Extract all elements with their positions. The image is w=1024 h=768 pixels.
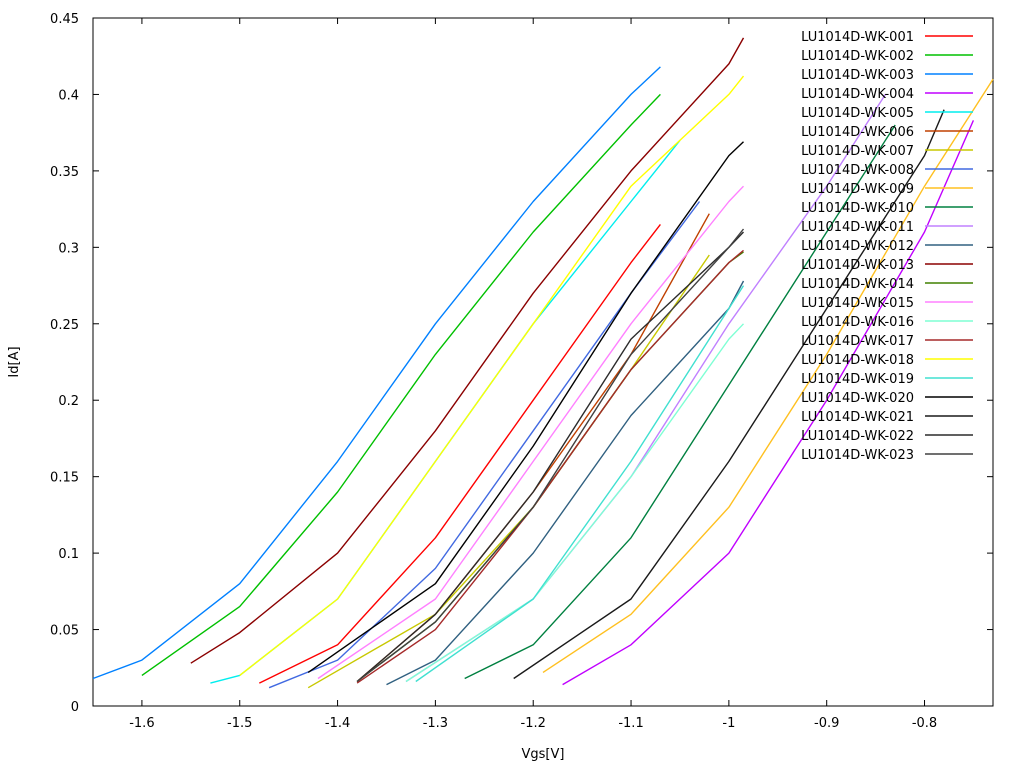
x-tick-label: -0.9 [814,716,839,731]
x-axis-label: Vgs[V] [522,747,565,762]
y-axis-label: Id[A] [7,346,22,377]
legend-label: LU1014D-WK-021 [801,410,914,425]
legend-label: LU1014D-WK-007 [801,144,914,159]
series-line-lu1014d-wk-021 [513,109,945,680]
legend-label: LU1014D-WK-009 [801,182,914,197]
legend-label: LU1014D-WK-006 [801,125,914,140]
plot-frame [92,17,994,707]
legend-label: LU1014D-WK-016 [801,315,914,330]
series-line-lu1014d-wk-003 [92,66,661,680]
y-tick-label: 0.4 [58,88,79,103]
x-tick-label: -0.8 [912,716,937,731]
legend-label: LU1014D-WK-022 [801,429,914,444]
legend: LU1014D-WK-001 LU1014D-WK-002 LU1014D-WK-0… [801,30,973,463]
series-line-lu1014d-wk-017 [356,249,744,684]
legend-label: LU1014D-WK-005 [801,106,914,121]
series-line-lu1014d-wk-018 [239,75,745,676]
series-line-lu1014d-wk-023 [356,228,745,683]
series-line-lu1014d-wk-015 [317,185,745,680]
legend-label: LU1014D-WK-013 [801,258,914,273]
x-axis-ticks: -1.6 -1.5 -1.4 -1.3 -1.2 -1.1 -1 -0.9 -0.8 [129,18,937,731]
series-line-lu1014d-wk-006 [356,213,710,683]
x-tick-label: -1.1 [618,716,643,731]
series-line-lu1014d-wk-014 [356,251,744,683]
y-tick-label: 0.35 [50,165,79,180]
legend-label: LU1014D-WK-015 [801,296,914,311]
legend-label: LU1014D-WK-003 [801,68,914,83]
series-line-lu1014d-wk-002 [141,93,661,676]
series-line-lu1014d-wk-008 [268,201,701,689]
y-tick-label: 0.45 [50,12,79,27]
y-tick-label: 0.25 [50,318,79,333]
series-line-lu1014d-wk-009 [542,78,994,673]
y-axis-ticks: 0 0.05 0.1 0.15 0.2 0.25 0.3 0.35 0.4 0.45 [50,12,993,715]
series-line-lu1014d-wk-007 [307,254,710,689]
series-line-lu1014d-wk-016 [405,323,745,683]
series-line-lu1014d-wk-010 [464,124,896,680]
legend-label: LU1014D-WK-002 [801,49,914,64]
x-tick-label: -1.2 [521,716,546,731]
series-line-lu1014d-wk-020 [307,141,744,673]
series-line-lu1014d-wk-001 [258,223,661,684]
y-tick-label: 0 [71,700,79,715]
series-layer [92,37,994,689]
x-tick-label: -1.3 [423,716,448,731]
x-tick-label: -1.5 [227,716,252,731]
y-tick-label: 0.3 [58,241,79,256]
legend-label: LU1014D-WK-001 [801,30,914,45]
legend-label: LU1014D-WK-012 [801,239,914,254]
legend-label: LU1014D-WK-017 [801,334,914,349]
y-tick-label: 0.2 [58,394,79,409]
legend-label: LU1014D-WK-011 [801,220,914,235]
legend-label: LU1014D-WK-008 [801,163,914,178]
x-tick-label: -1.4 [325,716,350,731]
series-line-lu1014d-wk-019 [415,285,745,683]
legend-label: LU1014D-WK-004 [801,87,914,102]
y-tick-label: 0.1 [58,547,79,562]
x-tick-label: -1 [722,716,735,731]
y-tick-label: 0.05 [50,624,79,639]
legend-label: LU1014D-WK-019 [801,372,914,387]
y-tick-label: 0.15 [50,471,79,486]
legend-label: LU1014D-WK-020 [801,391,914,406]
legend-label: LU1014D-WK-014 [801,277,914,292]
x-tick-label: -1.6 [129,716,154,731]
series-line-lu1014d-wk-004 [562,120,975,686]
series-line-lu1014d-wk-013 [190,37,745,664]
legend-label: LU1014D-WK-023 [801,448,914,463]
legend-label: LU1014D-WK-010 [801,201,914,216]
legend-label: LU1014D-WK-018 [801,353,914,368]
